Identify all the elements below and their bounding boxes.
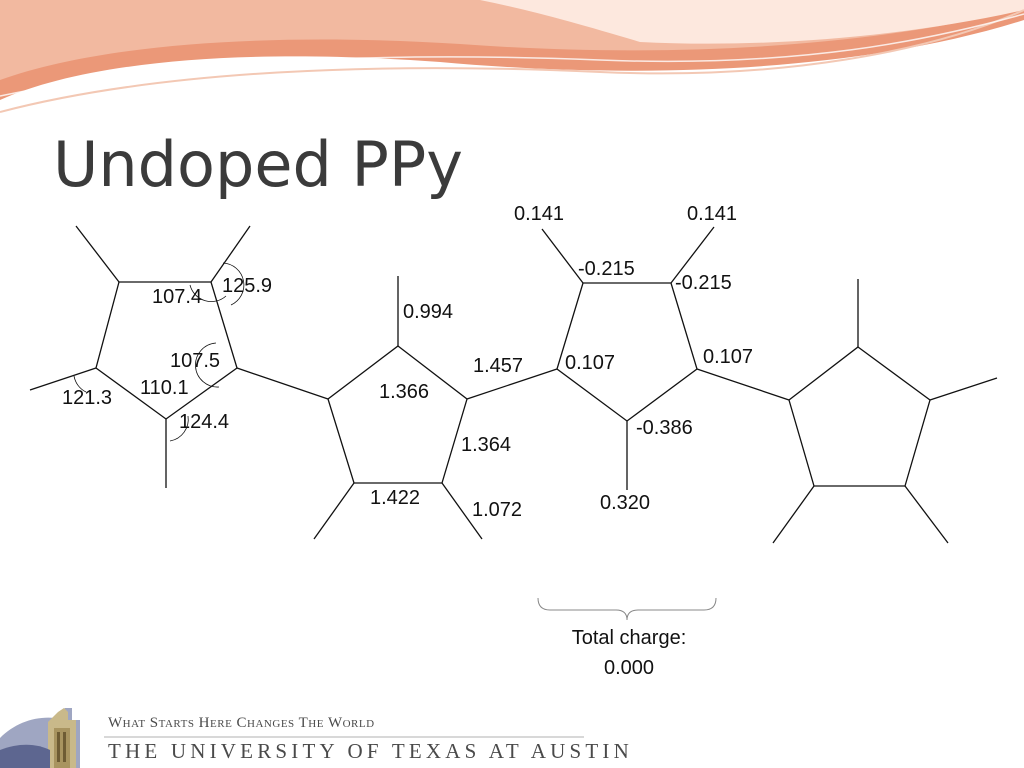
angle-label: 125.9 (222, 275, 273, 297)
bond-length-label: 1.366 (379, 381, 430, 403)
footer-university-name: THE UNIVERSITY OF TEXAS AT AUSTIN (108, 739, 633, 763)
charge-label: 0.141 (687, 203, 738, 225)
angle-label: 124.4 (179, 411, 230, 433)
angle-label: 107.4 (152, 286, 203, 308)
ring-1-bond-top-right (210, 225, 251, 283)
inter-ring-bond-1-2 (236, 367, 329, 400)
total-charge-value: 0.000 (603, 657, 655, 679)
total-charge-brace (537, 597, 717, 621)
ut-tower-logo (0, 708, 80, 768)
inter-ring-bond-2-3 (466, 368, 558, 400)
inter-ring-bond-3-4 (696, 368, 790, 401)
angle-label: 121.3 (62, 387, 113, 409)
ring-1-bond-left (29, 367, 97, 391)
footer-divider (104, 736, 584, 738)
angle-label: 107.5 (170, 350, 221, 372)
charge-label: 0.107 (703, 346, 754, 368)
angle-arc-107-5 (195, 342, 220, 388)
charge-label: 0.107 (565, 352, 616, 374)
bond-length-label: 1.457 (473, 355, 524, 377)
ring-3-bond-top-right (670, 226, 715, 284)
pyrrole-ring-1 (95, 281, 238, 420)
total-charge-label: Total charge: (571, 627, 687, 649)
pyrrole-ring-4 (788, 346, 931, 487)
angle-arc-121-3 (73, 375, 87, 393)
ring-1-bond-top-left (75, 225, 120, 283)
charge-label: -0.386 (636, 417, 693, 439)
angle-arc-124-4 (169, 415, 189, 442)
bond-length-label: 1.364 (461, 434, 512, 456)
charge-label: 0.141 (514, 203, 565, 225)
ring-4-bond-bottom-left (772, 485, 815, 544)
ring-3-bond-top-left (541, 228, 584, 284)
bond-length-label: 0.994 (403, 301, 454, 323)
footer-tagline: What Starts Here Changes The World (108, 715, 375, 731)
header-wave-decoration (0, 0, 1024, 113)
pyrrole-ring-3 (556, 282, 698, 422)
ring-2-bond-bottom-right (441, 482, 483, 540)
pyrrole-ring-2 (327, 345, 468, 484)
charge-label: -0.215 (675, 272, 732, 294)
angle-arc-125-9 (222, 262, 245, 306)
ring-4-bond-right (929, 377, 998, 401)
bond-length-label: 1.072 (472, 499, 523, 521)
angle-label: 110.1 (140, 377, 189, 399)
charge-label: -0.215 (578, 258, 635, 280)
angle-arc-107-4 (189, 284, 227, 302)
bond-length-label: 1.422 (370, 487, 421, 509)
slide-title: Undoped PPy (53, 128, 463, 201)
charge-label: 0.320 (600, 492, 651, 514)
ring-4-bond-bottom-right (904, 485, 949, 544)
ring-2-bond-bottom-left (313, 482, 355, 540)
